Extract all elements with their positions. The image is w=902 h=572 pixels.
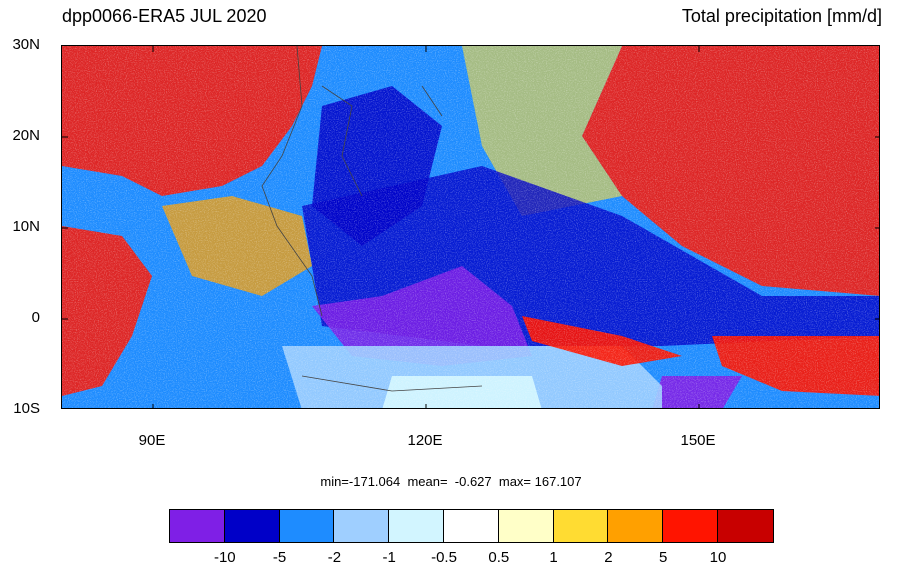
colorbar-swatch [443, 510, 499, 542]
lon-label-150e: 150E [680, 432, 716, 449]
colorbar-label: -10 [213, 549, 236, 566]
lat-label-30n: 30N [12, 36, 40, 53]
colorbar-swatch [279, 510, 335, 542]
colorbar-label: -0.5 [431, 549, 457, 566]
colorbar-label: 1 [549, 549, 558, 566]
colorbar-swatch [608, 510, 664, 542]
plot-title-right: Total precipitation [mm/d] [681, 6, 882, 26]
colorbar-swatch [498, 510, 554, 542]
colorbar-label: 10 [709, 549, 727, 566]
colorbar-label: -5 [272, 549, 287, 566]
colorbar-swatch [663, 510, 718, 542]
colorbar-label: 0.5 [488, 549, 510, 566]
colorbar-swatch [334, 510, 390, 542]
lat-label-20n: 20N [12, 127, 40, 144]
map-canvas [62, 46, 879, 408]
colorbar-label: -1 [382, 549, 396, 566]
colorbar-label: -2 [327, 549, 342, 566]
colorbar-swatch [553, 510, 609, 542]
colorbar-swatch [224, 510, 280, 542]
colorbar-label: 2 [604, 549, 613, 566]
colorbar-swatch [389, 510, 444, 542]
colorbar-swatch [717, 510, 773, 542]
colorbar-swatch [170, 510, 225, 542]
lat-label-10s: 10S [13, 400, 40, 417]
lon-label-120e: 120E [407, 432, 443, 449]
lat-label-10n: 10N [12, 218, 40, 235]
colorbar [169, 509, 774, 543]
colorbar-label: 5 [659, 549, 668, 566]
lon-label-90e: 90E [138, 432, 166, 449]
lat-label-eq: 0 [31, 309, 40, 326]
stats-line: min=-171.064 mean= -0.627 max= 167.107 [320, 474, 582, 489]
plot-title-left: dpp0066-ERA5 JUL 2020 [62, 6, 267, 26]
precipitation-map [61, 45, 880, 409]
